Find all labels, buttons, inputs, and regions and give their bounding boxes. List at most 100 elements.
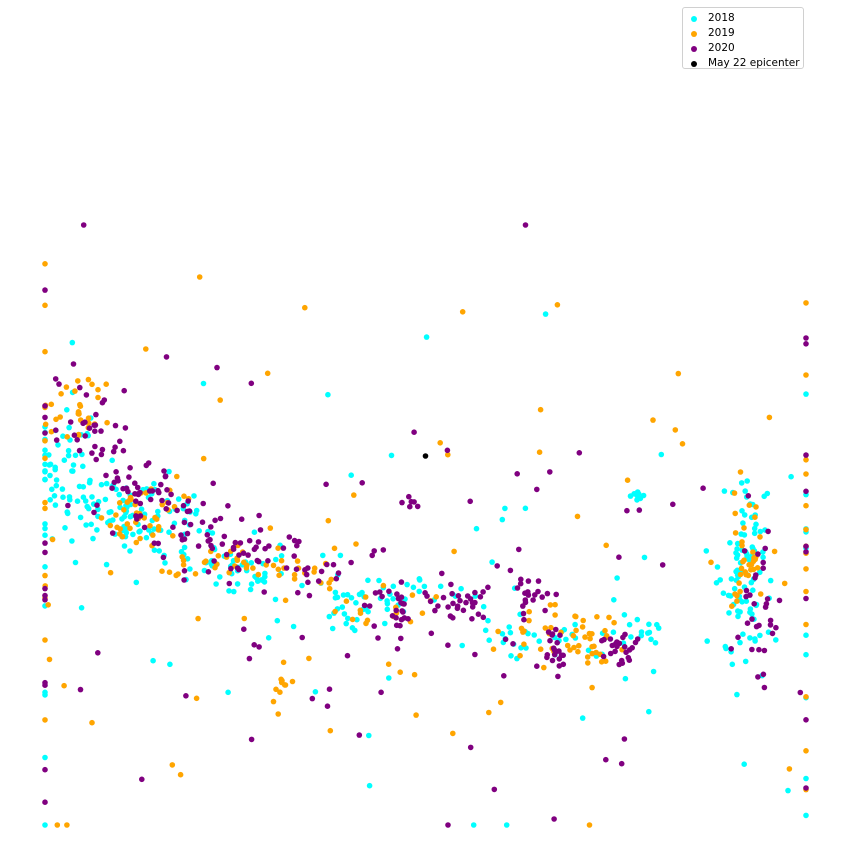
point-2020: [246, 537, 253, 544]
point-2019: [752, 514, 758, 520]
point-2020: [163, 354, 170, 360]
point-2019: [152, 514, 158, 521]
point-2018: [339, 604, 346, 610]
point-2019: [113, 512, 119, 518]
point-2019: [490, 646, 497, 652]
point-2018: [648, 636, 654, 643]
point-2018: [522, 505, 529, 512]
point-2019: [587, 635, 593, 642]
point-2020: [607, 650, 614, 657]
point-2019: [289, 678, 296, 685]
point-2019: [541, 664, 547, 671]
point-2020: [797, 689, 804, 696]
point-2019: [567, 647, 573, 653]
point-2020: [427, 598, 434, 605]
point-2019: [42, 499, 48, 506]
point-2020: [401, 615, 408, 621]
point-2019: [564, 642, 571, 649]
point-2020: [261, 589, 268, 595]
point-2020: [159, 497, 165, 504]
point-2018: [151, 526, 157, 532]
point-2019: [250, 565, 256, 571]
point-2018: [390, 583, 397, 590]
point-2020: [199, 519, 206, 525]
point-2020: [399, 608, 405, 614]
point-2020: [165, 500, 172, 506]
point-2020: [330, 561, 337, 568]
point-2020: [89, 450, 95, 456]
point-2018: [225, 689, 231, 696]
point-2019: [574, 513, 581, 520]
point-2020: [99, 446, 106, 453]
point-2020: [803, 488, 809, 495]
point-2018: [59, 486, 66, 492]
point-2019: [291, 571, 298, 578]
point-2018: [42, 564, 48, 570]
point-2018: [572, 621, 578, 628]
point-2020: [560, 652, 566, 659]
point-2020: [257, 527, 264, 533]
point-2020: [741, 548, 748, 554]
point-2020: [747, 592, 753, 598]
point-2020: [439, 570, 445, 577]
point-2020: [212, 517, 218, 524]
point-2020: [760, 671, 767, 678]
point-2019: [589, 684, 595, 691]
point-2020: [318, 568, 325, 575]
point-2019: [278, 557, 285, 564]
point-2020: [549, 632, 555, 638]
point-2019: [277, 689, 283, 695]
point-2019: [459, 309, 466, 315]
point-2019: [437, 440, 444, 446]
point-2019: [116, 500, 123, 506]
point-2018: [247, 586, 254, 593]
point-2019: [215, 553, 222, 559]
point-2020: [246, 655, 253, 662]
point-2020: [251, 642, 257, 648]
point-2019: [753, 504, 759, 510]
point-2018: [731, 585, 738, 592]
point-2020: [530, 597, 536, 603]
point-2019: [803, 588, 809, 595]
point-2019: [89, 719, 95, 726]
point-2018: [773, 637, 779, 643]
point-2020: [161, 468, 167, 474]
point-2020: [767, 622, 774, 628]
point-2018: [614, 575, 620, 581]
point-2018: [109, 457, 115, 464]
point-2019: [547, 602, 554, 608]
point-2020: [393, 615, 399, 621]
point-2020: [632, 639, 639, 646]
point-2020: [448, 581, 454, 588]
point-2020: [91, 509, 97, 516]
point-2018: [84, 503, 90, 510]
point-2020: [245, 552, 251, 558]
point-2018: [166, 468, 172, 475]
point-2018: [340, 592, 347, 598]
point-2020: [378, 689, 384, 696]
point-2018: [382, 620, 388, 627]
point-2020: [744, 620, 751, 626]
point-2020: [377, 589, 383, 595]
point-2020: [92, 428, 98, 435]
point-2020: [480, 614, 487, 621]
point-2019: [42, 717, 48, 723]
point-2018: [42, 692, 48, 698]
point-2020: [502, 636, 509, 643]
point-2020: [200, 500, 206, 507]
point-2020: [70, 361, 77, 367]
point-2019: [282, 597, 289, 604]
point-2020: [291, 537, 298, 544]
legend-marker-2019: [691, 30, 697, 37]
point-2019: [526, 617, 532, 624]
point-2020: [181, 536, 188, 542]
point-2019: [803, 471, 809, 477]
legend-marker-2020: [691, 45, 697, 52]
point-2020: [728, 646, 734, 652]
point-2018: [133, 579, 140, 586]
point-2020: [181, 568, 188, 574]
point-2020: [299, 634, 306, 641]
point-2020: [618, 760, 625, 767]
point-2019: [133, 539, 140, 546]
point-2018: [626, 621, 633, 628]
